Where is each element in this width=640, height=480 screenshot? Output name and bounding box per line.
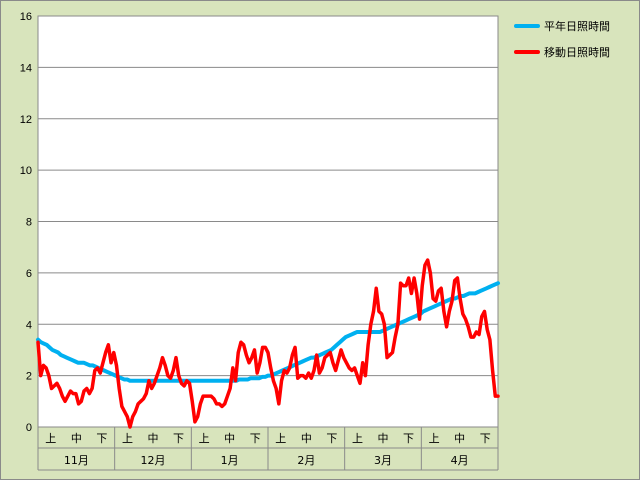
- x-period-label: 中: [224, 432, 235, 445]
- x-period-label: 上: [275, 432, 286, 445]
- x-period-label: 上: [429, 432, 440, 445]
- y-tick-label: 10: [20, 165, 32, 177]
- y-axis: 0 2 4 6 8 10 12 14 16: [20, 11, 32, 434]
- y-tick-label: 14: [20, 62, 32, 74]
- y-tick-label: 0: [26, 422, 32, 434]
- x-month-label: 1月: [221, 454, 239, 467]
- x-period-label: 下: [326, 432, 337, 445]
- y-tick-label: 16: [20, 11, 32, 23]
- x-period-label: 中: [454, 432, 465, 445]
- x-period-label: 上: [45, 432, 56, 445]
- series-lines: [36, 258, 500, 429]
- legend-label-moving: 移動日照時間: [544, 46, 610, 59]
- x-month-label: 3月: [374, 454, 392, 467]
- y-tick-label: 6: [26, 268, 32, 280]
- x-period-label: 下: [96, 432, 107, 445]
- x-period-label: 上: [122, 432, 133, 445]
- legend-swatch-moving: [514, 50, 540, 54]
- legend-swatch-normal: [514, 24, 540, 28]
- x-period-label: 下: [480, 432, 491, 445]
- legend: 平年日照時間 移動日照時間: [514, 16, 634, 68]
- y-tick-label: 8: [26, 217, 32, 229]
- x-period-label: 中: [378, 432, 389, 445]
- x-month-label: 2月: [297, 454, 315, 467]
- x-period-label: 中: [71, 432, 82, 445]
- x-period-label: 中: [301, 432, 312, 445]
- x-axis: 上中下11月上中下12月上中下1月上中下2月上中下3月上中下4月: [37, 427, 499, 471]
- x-period-label: 下: [250, 432, 261, 445]
- x-month-label: 12月: [141, 454, 166, 467]
- legend-label-normal: 平年日照時間: [544, 20, 610, 33]
- legend-item-moving: 移動日照時間: [514, 42, 634, 62]
- y-tick-label: 12: [20, 114, 32, 126]
- x-period-label: 下: [403, 432, 414, 445]
- x-period-label: 上: [199, 432, 210, 445]
- y-tick-label: 4: [26, 319, 32, 331]
- x-month-label: 11月: [64, 454, 89, 467]
- x-period-label: 下: [173, 432, 184, 445]
- x-period-label: 上: [352, 432, 363, 445]
- x-month-label: 4月: [451, 454, 469, 467]
- legend-item-normal: 平年日照時間: [514, 16, 634, 36]
- y-tick-label: 2: [26, 371, 32, 383]
- series-line-moving: [36, 258, 500, 429]
- x-period-label: 中: [148, 432, 159, 445]
- gridlines: [38, 66, 498, 377]
